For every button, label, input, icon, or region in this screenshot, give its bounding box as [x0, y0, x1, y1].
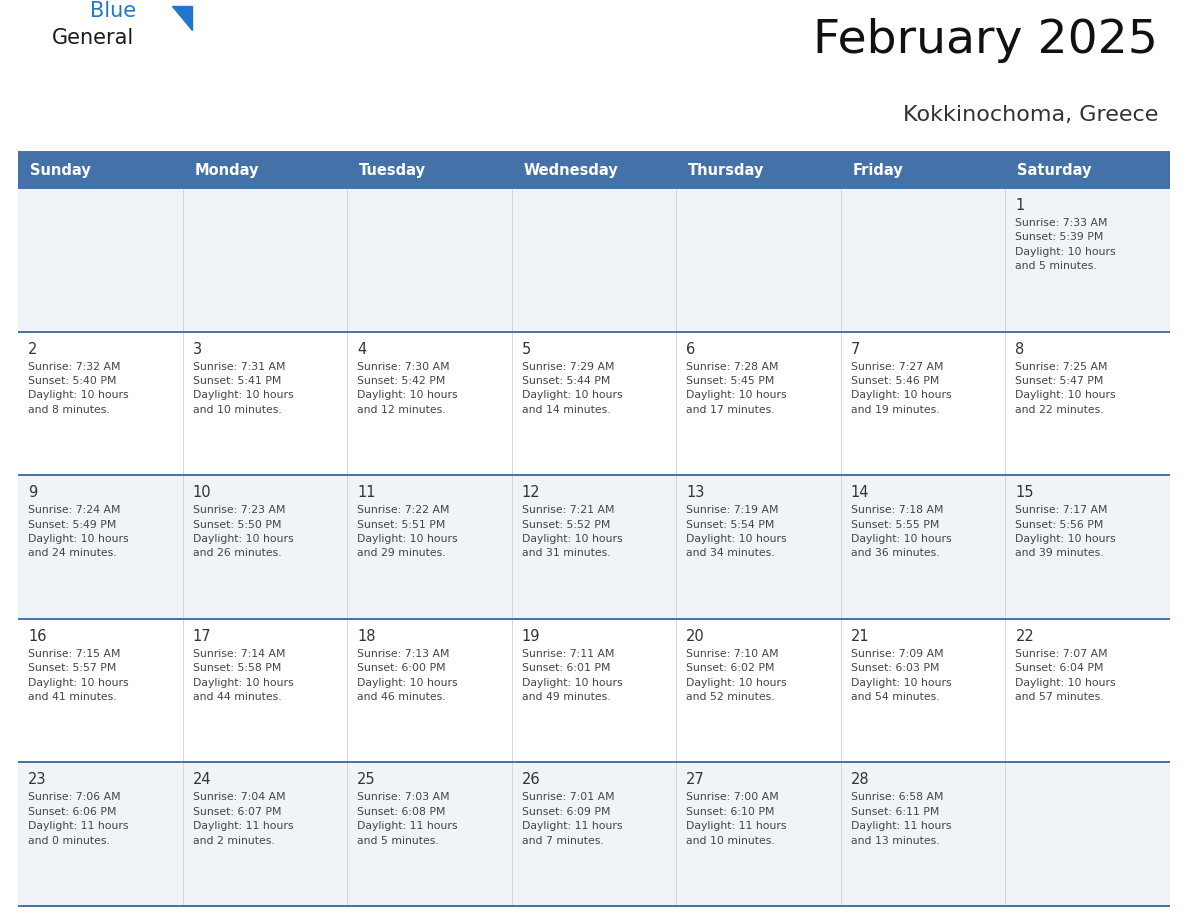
Polygon shape — [172, 6, 192, 30]
Text: 14: 14 — [851, 486, 870, 500]
Text: 17: 17 — [192, 629, 211, 644]
Text: 18: 18 — [358, 629, 375, 644]
Text: 24: 24 — [192, 772, 211, 788]
Text: General: General — [52, 28, 134, 48]
Text: 9: 9 — [29, 486, 37, 500]
Bar — [18, 476, 1170, 619]
Text: Sunrise: 7:15 AM
Sunset: 5:57 PM
Daylight: 10 hours
and 41 minutes.: Sunrise: 7:15 AM Sunset: 5:57 PM Dayligh… — [29, 649, 128, 702]
Text: 23: 23 — [29, 772, 46, 788]
Text: Sunday: Sunday — [30, 162, 90, 177]
Text: Sunrise: 7:17 AM
Sunset: 5:56 PM
Daylight: 10 hours
and 39 minutes.: Sunrise: 7:17 AM Sunset: 5:56 PM Dayligh… — [1016, 505, 1116, 558]
Text: Sunrise: 7:07 AM
Sunset: 6:04 PM
Daylight: 10 hours
and 57 minutes.: Sunrise: 7:07 AM Sunset: 6:04 PM Dayligh… — [1016, 649, 1116, 702]
Text: Sunrise: 7:32 AM
Sunset: 5:40 PM
Daylight: 10 hours
and 8 minutes.: Sunrise: 7:32 AM Sunset: 5:40 PM Dayligh… — [29, 362, 128, 415]
Text: 1: 1 — [1016, 198, 1025, 213]
Text: Sunrise: 6:58 AM
Sunset: 6:11 PM
Daylight: 11 hours
and 13 minutes.: Sunrise: 6:58 AM Sunset: 6:11 PM Dayligh… — [851, 792, 952, 845]
Text: 16: 16 — [29, 629, 46, 644]
Text: 3: 3 — [192, 341, 202, 356]
Text: 8: 8 — [1016, 341, 1025, 356]
Text: Sunrise: 7:11 AM
Sunset: 6:01 PM
Daylight: 10 hours
and 49 minutes.: Sunrise: 7:11 AM Sunset: 6:01 PM Dayligh… — [522, 649, 623, 702]
Bar — [18, 152, 1170, 188]
Text: 5: 5 — [522, 341, 531, 356]
Text: 21: 21 — [851, 629, 870, 644]
Text: Sunrise: 7:25 AM
Sunset: 5:47 PM
Daylight: 10 hours
and 22 minutes.: Sunrise: 7:25 AM Sunset: 5:47 PM Dayligh… — [1016, 362, 1116, 415]
Bar — [18, 619, 1170, 763]
Bar — [18, 763, 1170, 906]
Text: Sunrise: 7:24 AM
Sunset: 5:49 PM
Daylight: 10 hours
and 24 minutes.: Sunrise: 7:24 AM Sunset: 5:49 PM Dayligh… — [29, 505, 128, 558]
Text: 20: 20 — [687, 629, 704, 644]
Text: 25: 25 — [358, 772, 375, 788]
Text: Blue: Blue — [90, 1, 137, 21]
Text: 6: 6 — [687, 341, 695, 356]
Bar — [18, 331, 1170, 476]
Text: Sunrise: 7:04 AM
Sunset: 6:07 PM
Daylight: 11 hours
and 2 minutes.: Sunrise: 7:04 AM Sunset: 6:07 PM Dayligh… — [192, 792, 293, 845]
Text: 22: 22 — [1016, 629, 1035, 644]
Text: Saturday: Saturday — [1017, 162, 1092, 177]
Text: Sunrise: 7:19 AM
Sunset: 5:54 PM
Daylight: 10 hours
and 34 minutes.: Sunrise: 7:19 AM Sunset: 5:54 PM Dayligh… — [687, 505, 786, 558]
Text: Sunrise: 7:33 AM
Sunset: 5:39 PM
Daylight: 10 hours
and 5 minutes.: Sunrise: 7:33 AM Sunset: 5:39 PM Dayligh… — [1016, 218, 1116, 271]
Text: Sunrise: 7:31 AM
Sunset: 5:41 PM
Daylight: 10 hours
and 10 minutes.: Sunrise: 7:31 AM Sunset: 5:41 PM Dayligh… — [192, 362, 293, 415]
Text: 27: 27 — [687, 772, 704, 788]
Text: Tuesday: Tuesday — [359, 162, 426, 177]
Text: Sunrise: 7:13 AM
Sunset: 6:00 PM
Daylight: 10 hours
and 46 minutes.: Sunrise: 7:13 AM Sunset: 6:00 PM Dayligh… — [358, 649, 457, 702]
Text: 2: 2 — [29, 341, 37, 356]
Text: Sunrise: 7:14 AM
Sunset: 5:58 PM
Daylight: 10 hours
and 44 minutes.: Sunrise: 7:14 AM Sunset: 5:58 PM Dayligh… — [192, 649, 293, 702]
Text: Sunrise: 7:29 AM
Sunset: 5:44 PM
Daylight: 10 hours
and 14 minutes.: Sunrise: 7:29 AM Sunset: 5:44 PM Dayligh… — [522, 362, 623, 415]
Text: 4: 4 — [358, 341, 366, 356]
Text: 7: 7 — [851, 341, 860, 356]
Text: Monday: Monday — [195, 162, 259, 177]
Text: Sunrise: 7:27 AM
Sunset: 5:46 PM
Daylight: 10 hours
and 19 minutes.: Sunrise: 7:27 AM Sunset: 5:46 PM Dayligh… — [851, 362, 952, 415]
Text: 10: 10 — [192, 486, 211, 500]
Text: February 2025: February 2025 — [813, 18, 1158, 63]
Text: Sunrise: 7:28 AM
Sunset: 5:45 PM
Daylight: 10 hours
and 17 minutes.: Sunrise: 7:28 AM Sunset: 5:45 PM Dayligh… — [687, 362, 786, 415]
Text: 26: 26 — [522, 772, 541, 788]
Text: Friday: Friday — [853, 162, 904, 177]
Text: Sunrise: 7:23 AM
Sunset: 5:50 PM
Daylight: 10 hours
and 26 minutes.: Sunrise: 7:23 AM Sunset: 5:50 PM Dayligh… — [192, 505, 293, 558]
Text: 12: 12 — [522, 486, 541, 500]
Text: Sunrise: 7:30 AM
Sunset: 5:42 PM
Daylight: 10 hours
and 12 minutes.: Sunrise: 7:30 AM Sunset: 5:42 PM Dayligh… — [358, 362, 457, 415]
Text: Sunrise: 7:03 AM
Sunset: 6:08 PM
Daylight: 11 hours
and 5 minutes.: Sunrise: 7:03 AM Sunset: 6:08 PM Dayligh… — [358, 792, 457, 845]
Text: 28: 28 — [851, 772, 870, 788]
Text: Sunrise: 7:22 AM
Sunset: 5:51 PM
Daylight: 10 hours
and 29 minutes.: Sunrise: 7:22 AM Sunset: 5:51 PM Dayligh… — [358, 505, 457, 558]
Text: 15: 15 — [1016, 486, 1034, 500]
Bar — [18, 188, 1170, 331]
Text: Sunrise: 7:06 AM
Sunset: 6:06 PM
Daylight: 11 hours
and 0 minutes.: Sunrise: 7:06 AM Sunset: 6:06 PM Dayligh… — [29, 792, 128, 845]
Text: Kokkinochoma, Greece: Kokkinochoma, Greece — [903, 105, 1158, 125]
Text: 11: 11 — [358, 486, 375, 500]
Text: Sunrise: 7:09 AM
Sunset: 6:03 PM
Daylight: 10 hours
and 54 minutes.: Sunrise: 7:09 AM Sunset: 6:03 PM Dayligh… — [851, 649, 952, 702]
Text: Sunrise: 7:10 AM
Sunset: 6:02 PM
Daylight: 10 hours
and 52 minutes.: Sunrise: 7:10 AM Sunset: 6:02 PM Dayligh… — [687, 649, 786, 702]
Text: 13: 13 — [687, 486, 704, 500]
Text: Wednesday: Wednesday — [524, 162, 619, 177]
Text: Sunrise: 7:21 AM
Sunset: 5:52 PM
Daylight: 10 hours
and 31 minutes.: Sunrise: 7:21 AM Sunset: 5:52 PM Dayligh… — [522, 505, 623, 558]
Text: Thursday: Thursday — [688, 162, 765, 177]
Text: Sunrise: 7:00 AM
Sunset: 6:10 PM
Daylight: 11 hours
and 10 minutes.: Sunrise: 7:00 AM Sunset: 6:10 PM Dayligh… — [687, 792, 786, 845]
Text: Sunrise: 7:01 AM
Sunset: 6:09 PM
Daylight: 11 hours
and 7 minutes.: Sunrise: 7:01 AM Sunset: 6:09 PM Dayligh… — [522, 792, 623, 845]
Text: 19: 19 — [522, 629, 541, 644]
Text: Sunrise: 7:18 AM
Sunset: 5:55 PM
Daylight: 10 hours
and 36 minutes.: Sunrise: 7:18 AM Sunset: 5:55 PM Dayligh… — [851, 505, 952, 558]
